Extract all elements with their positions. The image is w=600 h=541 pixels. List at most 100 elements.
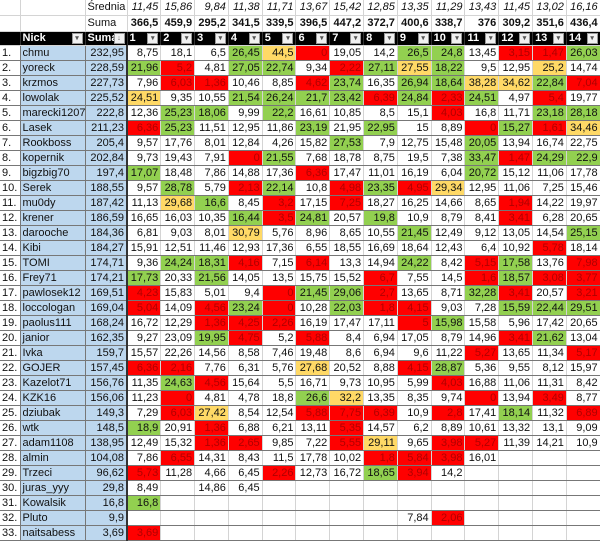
score-cell[interactable]: 7,04 <box>566 75 600 91</box>
score-cell[interactable]: 7,25 <box>329 195 365 211</box>
sort-filter-icon[interactable]: ↓ <box>113 33 125 44</box>
average-cell[interactable]: 11,29 <box>431 0 466 16</box>
score-cell[interactable]: 0 <box>228 150 263 166</box>
sum-cell[interactable]: 339,5 <box>262 15 297 32</box>
score-cell[interactable]: 24,81 <box>295 210 331 226</box>
rank-cell[interactable]: 29. <box>0 465 21 481</box>
score-cell[interactable]: 16,35 <box>363 75 398 91</box>
score-cell[interactable]: 13,65 <box>397 285 432 301</box>
score-cell[interactable] <box>566 465 600 481</box>
sum-cell[interactable]: 376 <box>464 15 500 32</box>
suma-cell[interactable]: 228,59 <box>85 60 128 76</box>
score-cell[interactable]: 15,98 <box>431 315 466 331</box>
score-cell[interactable]: 9,57 <box>127 180 162 196</box>
nick-cell[interactable]: dziubak <box>20 405 86 421</box>
score-cell[interactable]: 15,32 <box>160 435 196 451</box>
score-cell[interactable] <box>464 525 500 541</box>
sum-cell[interactable]: 338,7 <box>431 15 466 32</box>
score-cell[interactable]: 24,84 <box>397 90 432 106</box>
rank-cell[interactable]: 21. <box>0 345 21 361</box>
score-cell[interactable]: 6,39 <box>363 90 398 106</box>
score-cell[interactable]: 18,8 <box>262 390 297 406</box>
score-cell[interactable]: 14,54 <box>532 225 567 241</box>
score-cell[interactable]: 12,49 <box>431 225 466 241</box>
sum-cell[interactable]: 372,7 <box>363 15 398 32</box>
score-cell[interactable]: 3,41 <box>498 285 534 301</box>
rank-cell[interactable]: 23. <box>0 375 21 391</box>
suma-cell[interactable]: 149,3 <box>85 405 128 421</box>
score-cell[interactable]: 6,28 <box>532 210 567 226</box>
score-cell[interactable]: 15,82 <box>295 135 331 151</box>
score-cell[interactable]: 10,9 <box>397 405 432 421</box>
score-cell[interactable] <box>397 480 432 496</box>
score-cell[interactable]: 27,68 <box>295 360 331 376</box>
score-cell[interactable]: 23,35 <box>363 180 398 196</box>
column-header-8[interactable]: 8 ▾ <box>363 31 398 46</box>
score-cell[interactable]: 5,73 <box>127 465 162 481</box>
score-cell[interactable]: 4,81 <box>194 60 229 76</box>
score-cell[interactable]: 15,91 <box>127 240 162 256</box>
score-cell[interactable]: 3,77 <box>566 270 600 286</box>
score-cell[interactable]: 34,46 <box>566 120 600 136</box>
rank-cell[interactable]: 4. <box>0 90 21 106</box>
score-cell[interactable]: 14,22 <box>532 195 567 211</box>
score-cell[interactable]: 5,96 <box>498 315 534 331</box>
average-cell[interactable]: 9,84 <box>194 0 229 16</box>
score-cell[interactable]: 12,84 <box>228 135 263 151</box>
rank-cell[interactable]: 14. <box>0 240 21 256</box>
score-cell[interactable]: 21,96 <box>127 60 162 76</box>
score-cell[interactable]: 22,9 <box>566 150 600 166</box>
score-cell[interactable]: 1,6 <box>464 270 500 286</box>
score-cell[interactable]: 0 <box>262 300 297 316</box>
score-cell[interactable]: 19,97 <box>566 195 600 211</box>
score-cell[interactable]: 3,15 <box>498 45 534 61</box>
nick-cell[interactable]: almin <box>20 450 86 466</box>
score-cell[interactable]: 0 <box>160 390 196 406</box>
average-cell[interactable]: 13,67 <box>295 0 331 16</box>
empty-cell[interactable] <box>0 15 21 32</box>
score-cell[interactable]: 11,34 <box>532 345 567 361</box>
score-cell[interactable] <box>194 495 229 511</box>
score-cell[interactable]: 24,8 <box>431 45 466 61</box>
score-cell[interactable]: 8,4 <box>329 330 365 346</box>
score-cell[interactable]: 21,95 <box>329 120 365 136</box>
score-cell[interactable]: 8,42 <box>566 375 600 391</box>
sum-cell[interactable]: 309,2 <box>498 15 534 32</box>
score-cell[interactable]: 12,36 <box>127 105 162 121</box>
score-cell[interactable]: 17,07 <box>127 165 162 181</box>
suma-cell[interactable]: 202,84 <box>85 150 128 166</box>
score-cell[interactable] <box>566 510 600 526</box>
score-cell[interactable]: 15,12 <box>498 165 534 181</box>
score-cell[interactable]: 4,97 <box>498 90 534 106</box>
score-cell[interactable]: 15,75 <box>295 270 331 286</box>
rank-cell[interactable]: 32. <box>0 510 21 526</box>
rank-cell[interactable]: 3. <box>0 75 21 91</box>
score-cell[interactable]: 9,6 <box>397 345 432 361</box>
rank-cell[interactable]: 18. <box>0 300 21 316</box>
score-cell[interactable]: 21,45 <box>295 285 331 301</box>
score-cell[interactable]: 16,72 <box>127 315 162 331</box>
score-cell[interactable]: 10,02 <box>329 450 365 466</box>
score-cell[interactable]: 28,87 <box>431 360 466 376</box>
score-cell[interactable]: 14,05 <box>228 270 263 286</box>
score-cell[interactable]: 11,13 <box>127 195 162 211</box>
score-cell[interactable]: 14,09 <box>160 300 196 316</box>
score-cell[interactable]: 6,39 <box>363 405 398 421</box>
average-cell[interactable]: 15,86 <box>160 0 196 16</box>
rank-cell[interactable]: 5. <box>0 105 21 121</box>
score-cell[interactable]: 18,55 <box>329 240 365 256</box>
score-cell[interactable] <box>566 450 600 466</box>
score-cell[interactable]: 16,71 <box>295 375 331 391</box>
score-cell[interactable]: 19,5 <box>397 150 432 166</box>
score-cell[interactable]: 24,22 <box>397 255 432 271</box>
score-cell[interactable]: 8,41 <box>464 210 500 226</box>
score-cell[interactable] <box>329 525 365 541</box>
nick-cell[interactable]: Frey71 <box>20 270 86 286</box>
score-cell[interactable]: 5,35 <box>329 420 365 436</box>
score-cell[interactable] <box>160 480 196 496</box>
score-cell[interactable]: 9,4 <box>228 285 263 301</box>
score-cell[interactable]: 20,65 <box>566 210 600 226</box>
nick-cell[interactable]: KZK16 <box>20 390 86 406</box>
score-cell[interactable]: 22,84 <box>532 75 567 91</box>
column-header-4[interactable]: 4 ▾ <box>228 31 263 46</box>
